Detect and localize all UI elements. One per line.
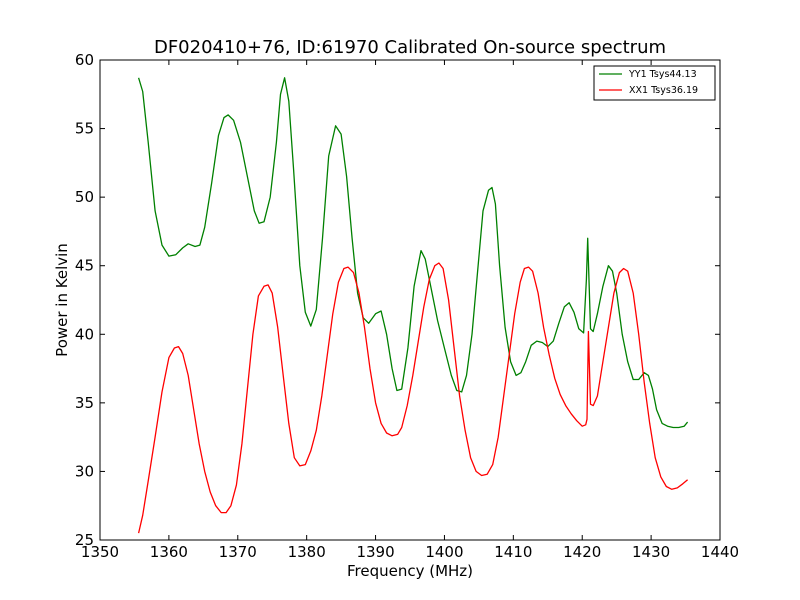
x-tick-label: 1360 bbox=[150, 543, 188, 561]
y-axis-label: Power in Kelvin bbox=[53, 243, 71, 357]
x-tick-label: 1400 bbox=[425, 543, 463, 561]
y-tick-label: 45 bbox=[75, 257, 94, 275]
y-tick-label: 55 bbox=[75, 120, 94, 138]
x-tick-label: 1380 bbox=[288, 543, 326, 561]
series-layer bbox=[137, 77, 689, 534]
x-tick-label: 1370 bbox=[219, 543, 257, 561]
plot-background bbox=[100, 60, 720, 540]
legend: YY1 Tsys44.13 XX1 Tsys36.19 bbox=[593, 65, 716, 101]
legend-label-yy1: YY1 Tsys44.13 bbox=[628, 69, 697, 80]
y-tick-label: 40 bbox=[75, 325, 94, 343]
plot-area: 1350 1360 1370 1380 1390 1400 1410 1420 1430 1440… bbox=[75, 51, 739, 561]
series-line-yy1 bbox=[137, 77, 689, 429]
chart-title: DF020410+76, ID:61970 Calibrated On-sour… bbox=[154, 37, 666, 58]
series-line-xx1 bbox=[137, 262, 689, 534]
legend-label-xx1: XX1 Tsys36.19 bbox=[629, 85, 698, 96]
plot-frame bbox=[99, 59, 721, 541]
y-tick-label: 30 bbox=[75, 462, 94, 480]
x-tick-label: 1440 bbox=[701, 543, 739, 561]
x-axis-label: Frequency (MHz) bbox=[347, 562, 473, 580]
legend-box bbox=[593, 65, 716, 101]
x-tick-label: 1410 bbox=[494, 543, 532, 561]
y-tick-label: 35 bbox=[75, 394, 94, 412]
y-axis-ticks: 25 30 35 40 45 50 55 60 bbox=[75, 51, 720, 549]
x-axis-ticks: 1350 1360 1370 1380 1390 1400 1410 1420 1430 1440 bbox=[81, 60, 739, 561]
x-tick-label: 1420 bbox=[563, 543, 601, 561]
y-tick-label: 60 bbox=[75, 51, 94, 69]
x-tick-label: 1430 bbox=[632, 543, 670, 561]
y-tick-label: 50 bbox=[75, 188, 94, 206]
y-tick-label: 25 bbox=[75, 531, 94, 549]
x-tick-label: 1350 bbox=[81, 543, 119, 561]
x-tick-label: 1390 bbox=[356, 543, 394, 561]
